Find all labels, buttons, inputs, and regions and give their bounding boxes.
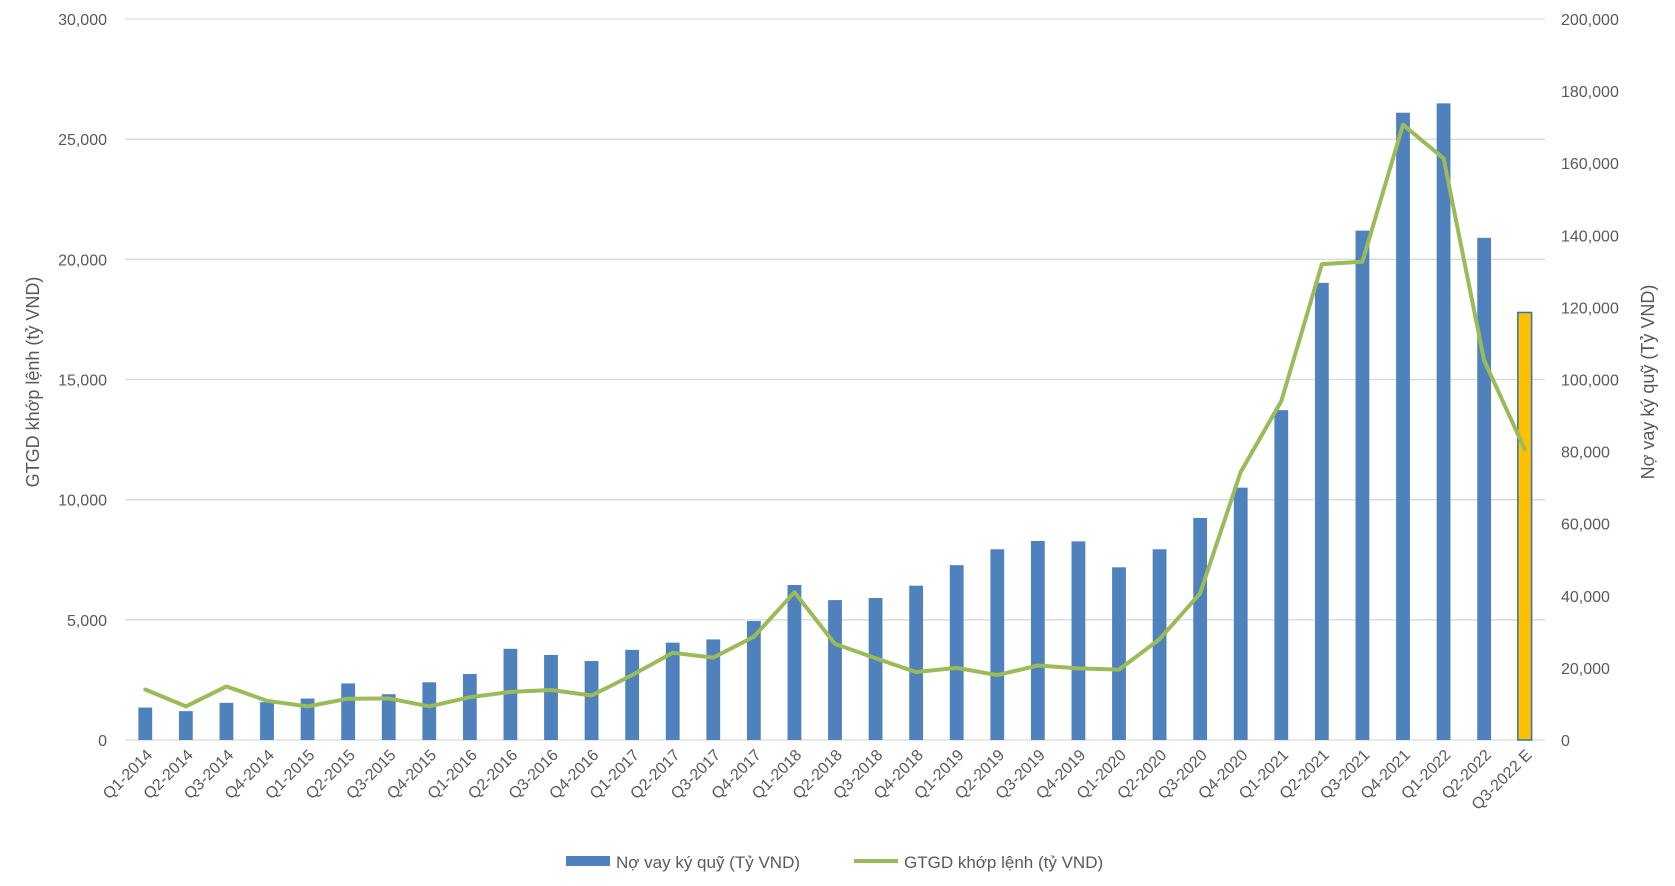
bar-Q4-2018 [909, 585, 924, 740]
bar-Q4-2021 [1396, 112, 1410, 741]
left-tick-label: 10,000 [58, 493, 107, 510]
right-axis-title: Nợ vay ký quỹ (Tỷ VND) [1638, 285, 1658, 480]
right-tick-label: 180,000 [1561, 84, 1619, 101]
left-axis-ticks: 0 5,000 10,000 15,000 20,000 25,000 30,000 [58, 12, 107, 750]
bar-Q3-2019 [1030, 541, 1045, 740]
bar-Q1-2015 [300, 698, 315, 740]
left-tick-label: 5,000 [67, 613, 107, 630]
right-tick-label: 20,000 [1561, 661, 1610, 678]
right-tick-label: 140,000 [1561, 228, 1619, 245]
bar-Q4-2016 [584, 661, 599, 740]
bar-Q1-2022 [1436, 103, 1451, 741]
legend: Nợ vay ký quỹ (Tỷ VND) GTGD khớp lệnh (t… [566, 853, 1103, 872]
bar-Q4-2015 [422, 682, 437, 740]
bar-series [138, 103, 1533, 741]
bar-Q1-2014 [138, 707, 153, 740]
bar-Q2-2018 [828, 600, 842, 740]
legend-bar-label: Nợ vay ký quỹ (Tỷ VND) [616, 853, 800, 872]
legend-line-label: GTGD khớp lệnh (tỷ VND) [904, 853, 1103, 872]
bar-Q2-2016 [503, 648, 518, 740]
left-tick-label: 15,000 [58, 373, 107, 390]
bar-Q4-2014 [260, 702, 274, 740]
right-tick-label: 0 [1561, 733, 1570, 750]
bar-Q3-2016 [544, 654, 558, 740]
bar-Q4-2020 [1233, 487, 1248, 740]
right-tick-label: 200,000 [1561, 12, 1619, 29]
bar-Q2-2022 [1477, 237, 1492, 741]
bar-Q2-2015 [341, 683, 356, 740]
left-tick-label: 20,000 [58, 252, 107, 269]
right-tick-label: 100,000 [1561, 373, 1619, 390]
left-tick-label: 25,000 [58, 132, 107, 149]
bar-Q3-2021 [1355, 230, 1370, 740]
bar-Q3-2020 [1193, 517, 1208, 740]
bar-Q1-2019 [949, 565, 964, 740]
bar-Q3-2018 [868, 597, 883, 740]
right-tick-label: 40,000 [1561, 589, 1610, 606]
gridlines [125, 18, 1545, 741]
left-axis-title: GTGD khớp lệnh (tỷ VND) [23, 277, 43, 488]
bar-Q3-2017 [706, 639, 721, 740]
bar-Q4-2019 [1071, 541, 1086, 740]
right-tick-label: 80,000 [1561, 445, 1610, 462]
right-axis-ticks: 0 20,000 40,000 60,000 80,000 100,000 120,000 1… [1561, 12, 1619, 750]
bar-Q1-2021 [1274, 410, 1289, 740]
bar-Q2-2014 [178, 711, 193, 740]
bar-Q2-2017 [665, 642, 680, 740]
bar-Q3-2022 E [1517, 311, 1533, 741]
right-tick-label: 120,000 [1561, 300, 1619, 317]
bar-Q1-2016 [462, 674, 477, 740]
right-tick-label: 60,000 [1561, 517, 1610, 534]
bar-Q2-2019 [990, 549, 1005, 740]
bar-Q1-2017 [625, 649, 640, 740]
left-tick-label: 30,000 [58, 12, 107, 29]
left-tick-label: 0 [98, 733, 107, 750]
bar-Q3-2015 [381, 694, 396, 740]
bar-Q3-2014 [219, 702, 234, 740]
right-tick-label: 160,000 [1561, 156, 1619, 173]
bar-Q1-2018 [787, 584, 802, 740]
x-axis-ticks: Q1-2014Q2-2014Q3-2014Q4-2014Q1-2015Q2-20… [100, 747, 1535, 814]
bar-Q1-2020 [1112, 567, 1126, 740]
bar-Q2-2020 [1152, 549, 1167, 740]
bar-Q4-2017 [746, 621, 761, 740]
line-series [143, 122, 1527, 709]
legend-bar-swatch [566, 856, 610, 866]
line-path [143, 122, 1527, 709]
bar-Q2-2021 [1314, 282, 1329, 740]
